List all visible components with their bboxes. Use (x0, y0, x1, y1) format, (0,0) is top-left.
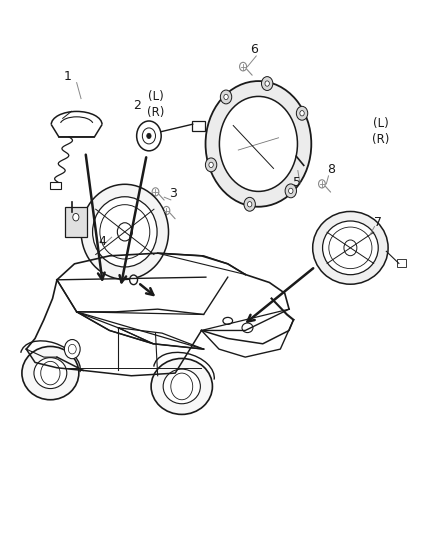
Circle shape (318, 180, 325, 188)
Circle shape (300, 110, 304, 116)
Circle shape (41, 361, 60, 385)
Circle shape (240, 62, 247, 71)
Circle shape (73, 214, 79, 221)
Ellipse shape (163, 369, 200, 404)
Bar (65, 207, 87, 238)
Circle shape (285, 184, 297, 198)
Text: 7: 7 (374, 216, 382, 229)
Circle shape (244, 197, 255, 211)
Circle shape (163, 206, 170, 215)
Circle shape (117, 223, 132, 241)
Circle shape (209, 162, 213, 167)
Text: 3: 3 (169, 187, 177, 200)
Ellipse shape (34, 358, 67, 389)
Ellipse shape (205, 81, 311, 207)
Circle shape (224, 94, 228, 100)
Circle shape (297, 107, 308, 120)
Circle shape (137, 121, 161, 151)
Bar (192, 121, 205, 131)
Circle shape (261, 77, 273, 91)
Circle shape (152, 188, 159, 196)
Ellipse shape (22, 346, 79, 400)
Circle shape (64, 340, 80, 359)
Text: 1: 1 (64, 70, 71, 83)
Text: (R): (R) (147, 106, 164, 119)
Circle shape (171, 373, 193, 400)
Text: 6: 6 (250, 43, 258, 56)
Ellipse shape (322, 221, 378, 274)
Text: (R): (R) (372, 133, 390, 146)
Bar (50, 182, 61, 189)
Text: (L): (L) (148, 90, 163, 103)
Circle shape (247, 201, 252, 207)
Text: 2: 2 (134, 99, 141, 112)
Ellipse shape (223, 317, 233, 324)
Circle shape (205, 158, 217, 172)
Circle shape (147, 133, 151, 139)
Bar (397, 259, 406, 267)
Text: 8: 8 (328, 163, 336, 176)
Ellipse shape (81, 184, 169, 279)
Ellipse shape (151, 358, 212, 415)
Ellipse shape (313, 212, 388, 284)
Circle shape (289, 188, 293, 193)
Text: (L): (L) (373, 117, 389, 130)
Ellipse shape (92, 197, 157, 267)
Text: 5: 5 (293, 176, 301, 189)
Circle shape (130, 275, 138, 285)
Ellipse shape (219, 96, 297, 191)
Circle shape (220, 90, 232, 104)
Circle shape (265, 81, 269, 86)
Circle shape (344, 240, 357, 256)
Text: 4: 4 (99, 235, 106, 248)
